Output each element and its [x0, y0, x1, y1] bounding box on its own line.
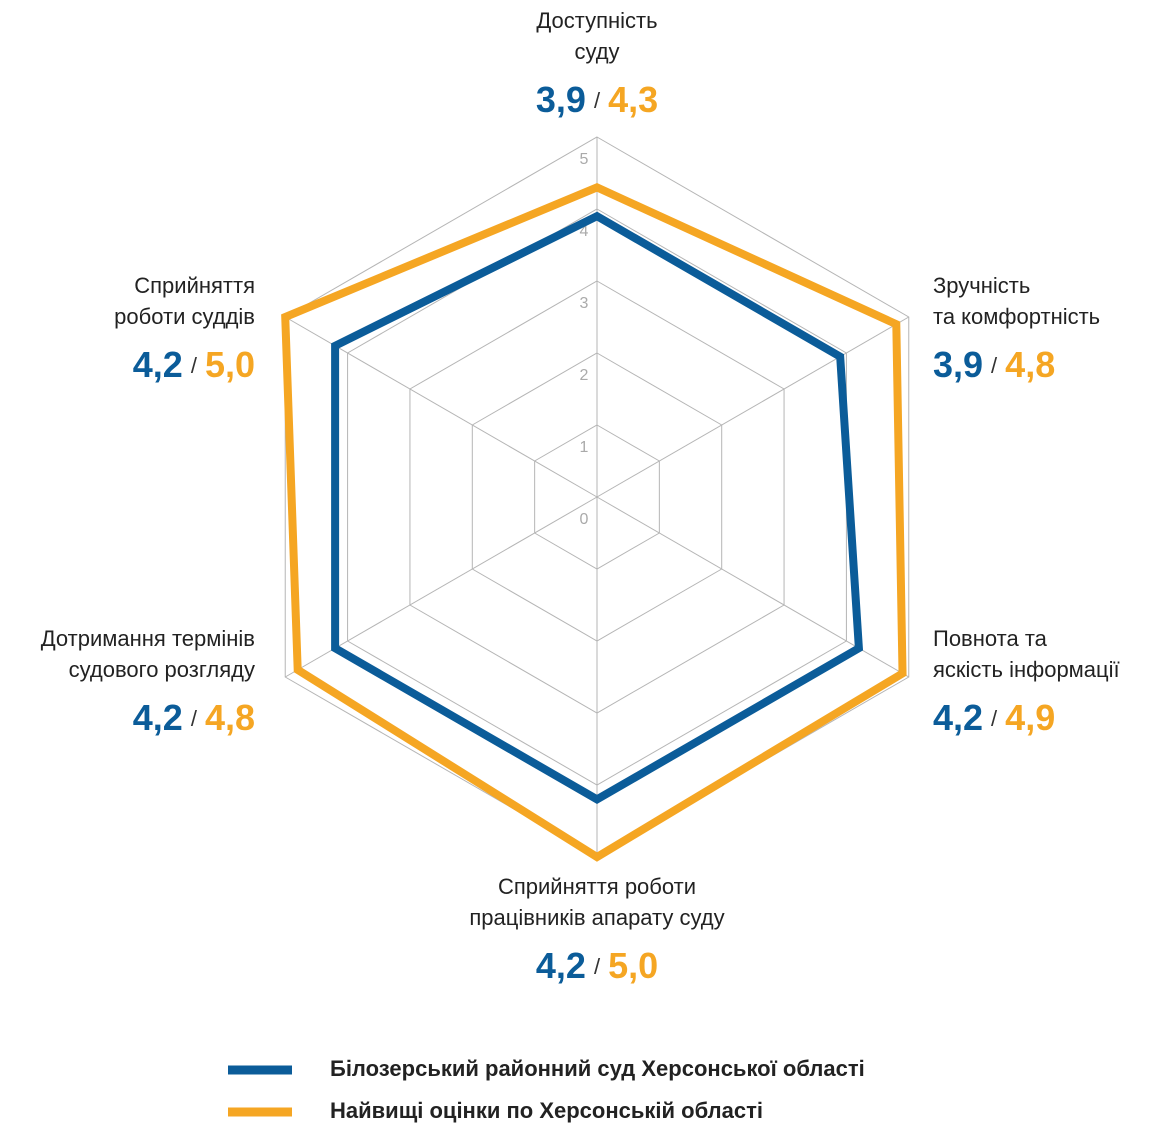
category-label: роботи суддів [114, 304, 255, 329]
separator: / [594, 88, 601, 113]
r-tick-label: 4 [580, 223, 589, 240]
series-line [281, 183, 907, 862]
value-label: 4,9 [1005, 697, 1055, 738]
value-labels: 3,9 / 4,3 [536, 79, 658, 120]
r-tick-label: 1 [580, 439, 589, 456]
category-label: Дотримання термінів [41, 626, 255, 651]
r-tick-label: 2 [580, 367, 589, 384]
value-labels: 4,2 / 4,8 [133, 697, 255, 738]
category-label: Доступність [536, 8, 657, 33]
value-labels: 4,2 / 5,0 [133, 344, 255, 385]
value-label: 4,8 [1005, 344, 1055, 385]
category-label: Зручність [933, 273, 1030, 298]
r-tick-label: 5 [580, 151, 589, 168]
separator: / [991, 706, 998, 731]
separator: / [191, 706, 198, 731]
value-label: 5,0 [205, 344, 255, 385]
separator: / [594, 954, 601, 979]
category-label: та комфортність [933, 304, 1100, 329]
value-label: 4,2 [133, 697, 183, 738]
value-labels: 4,2 / 5,0 [536, 945, 658, 986]
category-label: Повнота та [933, 626, 1048, 651]
separator: / [191, 353, 198, 378]
category-label: Сприйняття [134, 273, 255, 298]
category-label: суду [574, 39, 619, 64]
value-label: 4,2 [536, 945, 586, 986]
category-label: працівників апарату суду [469, 905, 724, 930]
value-label: 3,9 [536, 79, 586, 120]
legend-label: Білозерський районний суд Херсонської об… [330, 1056, 865, 1081]
separator: / [991, 353, 998, 378]
legend-label: Найвищі оцінки по Херсонській області [330, 1098, 763, 1123]
value-label: 4,3 [608, 79, 658, 120]
value-label: 4,8 [205, 697, 255, 738]
category-label: судового розгляду [69, 657, 255, 682]
r-tick-label: 3 [580, 295, 589, 312]
series-line [331, 211, 864, 805]
value-labels: 4,2 / 4,9 [933, 697, 1055, 738]
value-label: 4,2 [933, 697, 983, 738]
spoke [596, 316, 910, 498]
category-label: Сприйняття роботи [498, 874, 696, 899]
category-label: яскість інформації [933, 657, 1120, 682]
r-tick-label: 0 [580, 511, 589, 528]
value-labels: 3,9 / 4,8 [933, 344, 1055, 385]
value-label: 3,9 [933, 344, 983, 385]
value-label: 4,2 [133, 344, 183, 385]
value-label: 5,0 [608, 945, 658, 986]
